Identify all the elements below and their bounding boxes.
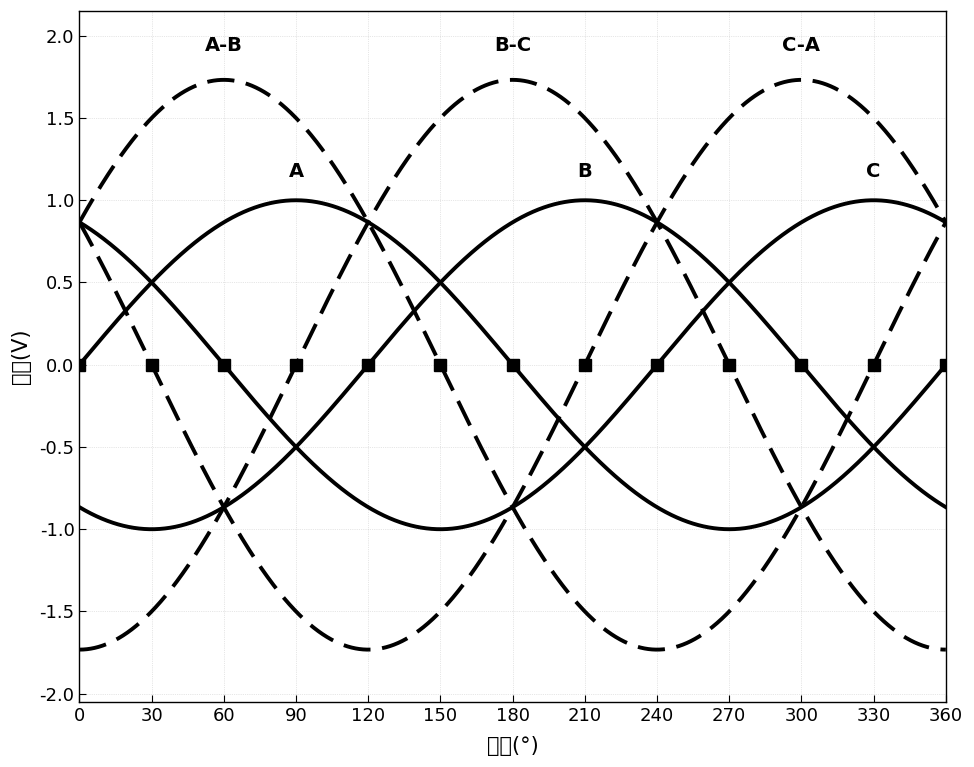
Text: C-A: C-A [782,36,820,54]
Y-axis label: 幅値(V): 幅値(V) [11,329,31,384]
Text: C: C [867,162,880,180]
Text: A-B: A-B [205,36,243,54]
Text: B: B [578,162,592,180]
Text: B-C: B-C [494,36,531,54]
X-axis label: 角度(°): 角度(°) [487,736,539,756]
Text: A: A [288,162,304,180]
